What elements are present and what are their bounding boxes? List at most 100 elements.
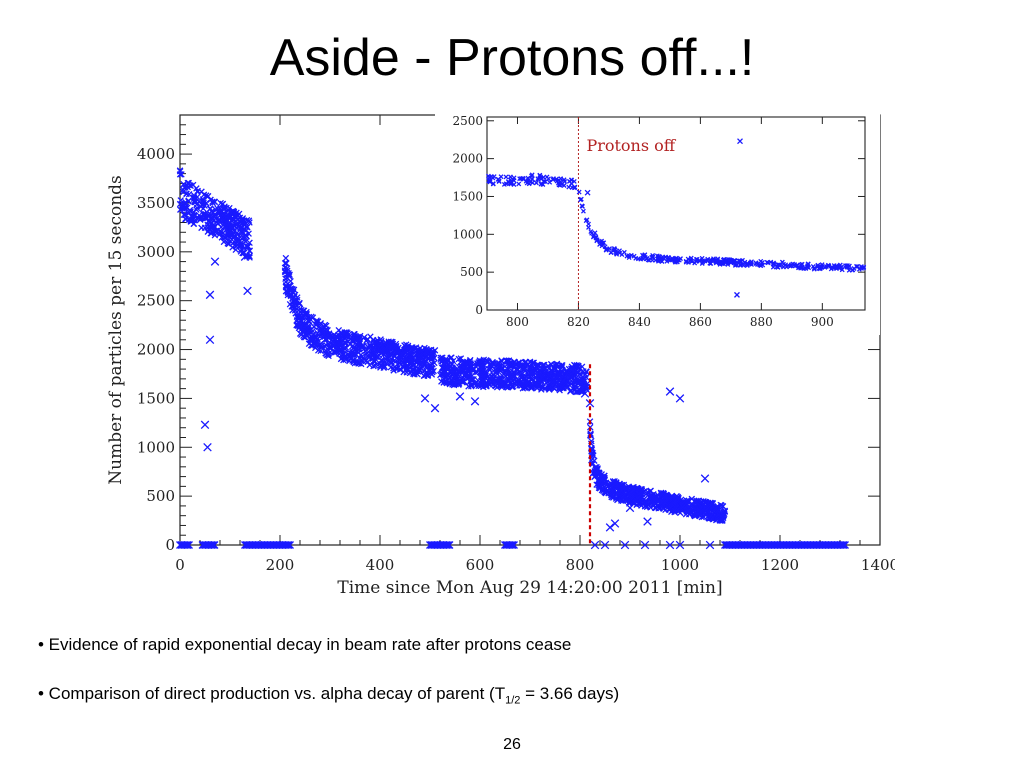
- marker-stroke: [237, 243, 244, 250]
- marker-stroke: [242, 220, 250, 227]
- marker-stroke: [224, 240, 231, 247]
- data-point: [427, 349, 435, 356]
- marker-stroke: [367, 333, 374, 340]
- marker-stroke: [286, 300, 294, 308]
- data-point: [187, 218, 195, 225]
- marker-stroke: [309, 336, 316, 344]
- y-tick-label: 3500: [137, 194, 175, 212]
- marker-stroke: [177, 206, 184, 213]
- marker-stroke: [396, 366, 404, 373]
- data-point: [208, 213, 215, 221]
- marker-stroke: [198, 224, 205, 232]
- marker-stroke: [206, 205, 214, 213]
- data-point: [239, 228, 246, 236]
- data-point: [245, 230, 252, 237]
- data-point: [242, 220, 250, 227]
- data-point: [227, 222, 234, 230]
- data-point: [178, 171, 185, 178]
- marker-stroke: [319, 333, 327, 341]
- data-point: [293, 317, 301, 324]
- data-point: [228, 208, 236, 215]
- data-point: [356, 340, 364, 347]
- data-point: [421, 358, 428, 366]
- data-point: [327, 344, 334, 351]
- data-point: [310, 323, 318, 331]
- marker-stroke: [321, 321, 329, 329]
- marker-stroke: [426, 361, 434, 369]
- marker-stroke: [314, 342, 322, 349]
- marker-stroke: [237, 224, 244, 231]
- data-point: [410, 362, 417, 369]
- marker-stroke: [350, 343, 358, 351]
- marker-stroke: [388, 344, 395, 352]
- data-point: [218, 234, 226, 241]
- marker-stroke: [211, 198, 218, 205]
- marker-stroke: [346, 341, 354, 348]
- marker-stroke: [325, 352, 332, 360]
- data-point: [214, 205, 221, 212]
- x-tick-label: 200: [266, 556, 295, 574]
- data-point: [292, 310, 299, 317]
- data-point: [341, 345, 349, 353]
- marker-stroke: [404, 350, 412, 358]
- data-point: [181, 211, 188, 219]
- marker-stroke: [427, 349, 435, 356]
- marker-stroke: [342, 354, 349, 362]
- marker-stroke: [303, 311, 310, 319]
- marker-stroke: [183, 182, 191, 189]
- data-point: [354, 358, 361, 366]
- marker-stroke: [426, 363, 434, 370]
- marker-stroke: [228, 208, 236, 215]
- marker-stroke: [203, 214, 211, 222]
- marker-stroke: [385, 353, 393, 360]
- data-point: [429, 348, 437, 356]
- marker-stroke: [176, 171, 184, 178]
- data-point: [231, 213, 238, 221]
- data-point: [282, 254, 290, 262]
- marker-stroke: [327, 344, 334, 351]
- marker-stroke: [383, 353, 390, 361]
- data-point: [231, 238, 238, 246]
- marker-stroke: [370, 344, 377, 351]
- marker-stroke: [221, 223, 229, 230]
- marker-stroke: [313, 318, 320, 326]
- data-point: [224, 240, 231, 247]
- data-point: [204, 192, 212, 200]
- data-point: [407, 348, 415, 355]
- marker-stroke: [413, 346, 421, 354]
- data-point: [191, 217, 198, 224]
- marker-stroke: [300, 325, 308, 332]
- y-tick-label: 1000: [137, 438, 175, 456]
- marker-stroke: [178, 171, 185, 178]
- marker-stroke: [378, 337, 385, 345]
- marker-stroke: [283, 271, 291, 278]
- marker-stroke: [396, 347, 404, 355]
- marker-stroke: [282, 254, 290, 262]
- marker-stroke: [220, 217, 228, 224]
- data-point: [334, 344, 342, 352]
- marker-stroke: [191, 217, 198, 224]
- marker-stroke: [356, 340, 364, 347]
- marker-stroke: [243, 227, 250, 234]
- marker-stroke: [300, 307, 307, 314]
- marker-stroke: [409, 366, 416, 373]
- marker-stroke: [225, 231, 232, 238]
- marker-stroke: [194, 187, 201, 195]
- marker-stroke: [392, 358, 399, 365]
- data-point: [410, 369, 417, 376]
- marker-stroke: [423, 358, 430, 365]
- marker-stroke: [233, 209, 240, 217]
- marker-stroke: [226, 219, 234, 227]
- marker-stroke: [287, 292, 295, 300]
- x-tick-label: 1400: [861, 556, 895, 574]
- marker-stroke: [207, 222, 214, 230]
- data-point: [347, 353, 354, 360]
- data-point: [383, 353, 390, 361]
- marker-stroke: [314, 318, 322, 325]
- data-point: [350, 330, 358, 338]
- marker-stroke: [233, 235, 241, 242]
- marker-stroke: [336, 341, 344, 348]
- marker-stroke: [410, 369, 417, 376]
- data-point: [307, 341, 315, 349]
- marker-stroke: [192, 198, 200, 206]
